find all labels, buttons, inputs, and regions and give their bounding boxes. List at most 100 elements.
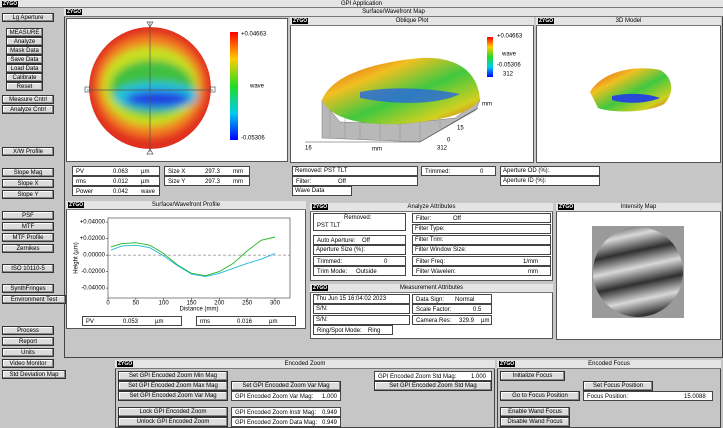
button[interactable]: PSF <box>2 211 54 220</box>
info-field-part: Trimmed: <box>425 169 451 175</box>
button[interactable]: Slope Mag <box>2 168 54 177</box>
button[interactable]: MTF Profile <box>2 233 54 242</box>
logo: ZYGO <box>538 18 555 24</box>
button[interactable]: Set GPI Encoded Zoom Var Mag <box>231 381 341 391</box>
button[interactable]: Save Data <box>6 55 43 64</box>
zoom-field-part: GPI Encoded Zoom Var Mag: <box>235 394 314 400</box>
button[interactable]: Unlock GPI Encoded Zoom <box>118 417 228 427</box>
button[interactable]: Process <box>2 326 54 335</box>
button[interactable]: Analyze Cntrl <box>2 105 54 114</box>
button[interactable]: Lg Aperture <box>2 13 54 22</box>
logo: ZYGO <box>117 361 134 367</box>
title-bar: Analyze Attributes <box>310 203 553 212</box>
focus-field-part: Focus Position: <box>587 394 629 400</box>
stat-field-part: µm <box>141 179 150 185</box>
attribute-field-part: µm <box>481 318 490 324</box>
attribute-field: Camera Res: 329.9 µm <box>412 315 492 325</box>
attribute-field-part: Outside <box>356 269 377 275</box>
logo: ZYGO <box>499 361 516 367</box>
button[interactable]: Zernikes <box>2 244 54 253</box>
button[interactable]: Calibrate <box>6 73 43 82</box>
stat-field-part: 0.063 <box>113 169 129 175</box>
attribute-field: Trimmed: 0 <box>313 256 406 266</box>
attribute-field: Ring/Spot Mode: Ring <box>313 325 393 335</box>
stat-field: Size X 297.3 mm <box>164 166 250 176</box>
stat-field: Power 0.042 wave <box>72 186 160 196</box>
attribute-field: Aperture Size (%): <box>313 245 406 255</box>
button[interactable]: Load Data <box>6 64 43 73</box>
logo: ZYGO <box>312 204 329 210</box>
button[interactable]: Set GPI Encoded Zoom Var Mag <box>118 391 228 401</box>
button[interactable]: Environment Test <box>2 295 66 304</box>
button[interactable]: Mask Data <box>6 46 43 55</box>
button[interactable]: Video Monitor <box>2 359 54 368</box>
title-bar: Oblique Plot <box>290 17 534 26</box>
button[interactable]: Slope X <box>2 179 54 188</box>
title-bar: Intensity Map <box>556 203 721 212</box>
attribute-field-part: mm <box>528 269 538 275</box>
stat-field-part: 297.3 <box>205 179 221 185</box>
stat-field-part: rms <box>200 319 210 325</box>
attribute-field: Filter Type: <box>412 224 551 234</box>
attribute-field-part: Auto Aperture: <box>317 238 356 244</box>
attribute-field-part: Data Sign: <box>416 297 445 303</box>
panel <box>66 201 306 329</box>
attribute-field: Data Sign: Normal <box>412 294 492 304</box>
stat-field-part: wave <box>141 189 156 195</box>
attribute-field-part: Off <box>453 216 461 222</box>
logo: ZYGO <box>292 18 309 24</box>
button[interactable]: Report <box>2 337 54 346</box>
button[interactable]: Lock GPI Encoded Zoom <box>118 407 228 417</box>
attribute-field: Filter Trim: <box>412 235 551 245</box>
panel <box>536 17 721 163</box>
button[interactable]: Set GPI Encoded Zoom Max Mag <box>118 381 228 391</box>
button[interactable]: Units <box>2 348 54 357</box>
stat-field-part: Power <box>76 189 94 195</box>
zoom-field: GPI Encoded Zoom Instr Mag: 0.949 <box>231 407 341 417</box>
button[interactable]: Set GPI Encoded Zoom Std Mag <box>374 381 492 391</box>
button[interactable]: Set GPI Encoded Zoom Min Mag <box>118 371 228 381</box>
app-title-bar: GPI Application <box>0 0 723 8</box>
button[interactable]: MEASURE <box>6 28 43 37</box>
button[interactable]: Reset <box>6 82 43 91</box>
button[interactable]: Go to Focus Position <box>500 391 580 401</box>
info-field: Trimmed: 0 <box>421 166 496 176</box>
panel <box>66 18 288 162</box>
title-bar: Surface/Wavefront Profile <box>66 201 306 210</box>
logo: ZYGO <box>68 202 85 208</box>
attribute-field-part: Off <box>362 238 370 244</box>
stat-field-part: PV <box>76 169 85 175</box>
button[interactable]: Analyze <box>6 37 43 46</box>
button[interactable]: Slope Y <box>2 190 54 199</box>
attribute-field-part: Trim Mode: <box>317 269 348 275</box>
attribute-field-part: 0.5 <box>473 307 482 313</box>
zoom-field-part: 1.000 <box>322 394 338 400</box>
button[interactable]: MTF <box>2 222 54 231</box>
button[interactable]: Enable Wand Focus <box>500 407 570 417</box>
button[interactable]: X/W Profile <box>2 147 54 156</box>
button[interactable]: ISO 10110-5 <box>2 264 54 273</box>
info-field: Aperture OD (%): <box>500 166 600 176</box>
attribute-field: Filter Wavelen: mm <box>412 266 551 276</box>
button[interactable]: Set Focus Position <box>583 381 653 391</box>
attribute-field-part: Removed: <box>344 215 372 221</box>
attribute-field: Filter: Off <box>412 213 551 223</box>
title-bar: Measurement Attributes <box>310 284 553 293</box>
attribute-field: Filter Window Size: <box>412 245 551 255</box>
button[interactable]: Measure Cntrl <box>2 95 54 104</box>
button[interactable]: Disable Wand Focus <box>500 417 570 427</box>
stat-field: PV 0.053 µm <box>82 316 182 326</box>
info-field: Filter: Off <box>292 176 418 186</box>
zoom-field: GPI Encoded Zoom Data Mag: 0.949 <box>231 417 341 427</box>
stat-field-part: PV <box>86 319 95 325</box>
panel <box>290 17 534 163</box>
attribute-field: S/N: <box>313 315 410 325</box>
logo: ZYGO <box>558 204 575 210</box>
stat-field: rms 0.012 µm <box>72 176 160 186</box>
attribute-field-part: 329.9 <box>459 318 475 324</box>
title-bar: Encoded Zoom <box>115 360 495 369</box>
button[interactable]: SynthFringes <box>2 284 54 293</box>
button[interactable]: Std Deviation Map <box>2 370 66 379</box>
button[interactable]: Initialize Focus <box>500 371 565 381</box>
